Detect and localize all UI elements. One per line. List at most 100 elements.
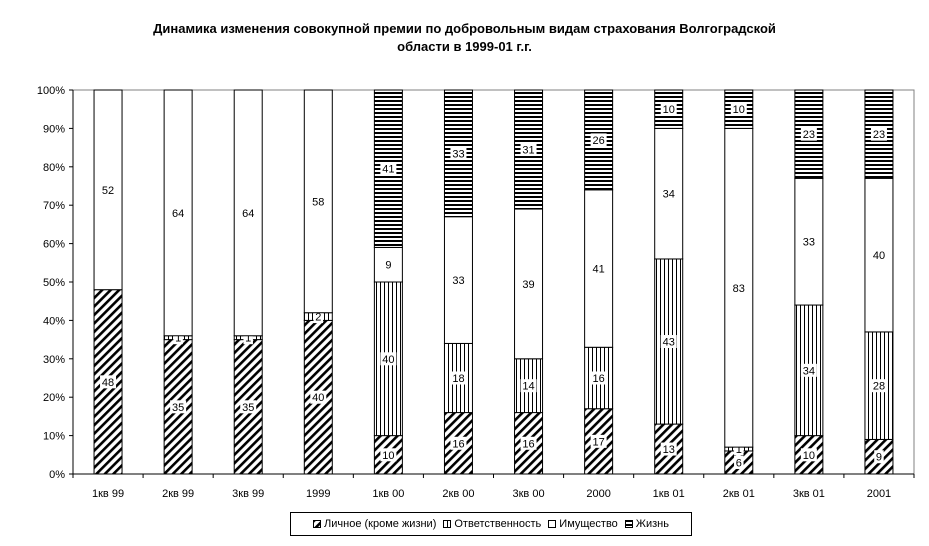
data-label: 41 <box>593 264 605 276</box>
legend-label: Личное (кроме жизни) <box>324 518 437 530</box>
legend-swatch <box>548 520 557 528</box>
x-tick-label: 1кв 01 <box>653 488 685 500</box>
data-label: 23 <box>803 129 815 141</box>
data-label: 43 <box>663 337 675 349</box>
data-label: 14 <box>522 381 534 393</box>
data-label: 10 <box>382 450 394 462</box>
data-label-bg <box>240 400 257 414</box>
data-label-bg <box>450 436 467 450</box>
data-label-bg <box>520 143 537 157</box>
data-label-bg <box>660 187 677 201</box>
data-label-bg <box>310 194 327 208</box>
data-label: 2 <box>315 312 321 324</box>
x-tick-label: 2000 <box>586 488 610 500</box>
data-label: 40 <box>382 354 394 366</box>
x-tick-label: 3кв 01 <box>793 488 825 500</box>
data-label-bg <box>660 442 677 456</box>
legend-swatch <box>313 520 322 528</box>
legend-label: Ответственность <box>454 518 542 530</box>
data-label: 64 <box>242 208 254 220</box>
legend-label: Жизнь <box>635 518 669 530</box>
x-tick-label: 2кв 00 <box>442 488 474 500</box>
data-label: 52 <box>102 185 114 197</box>
y-tick-label: 100% <box>37 85 65 97</box>
y-tick-label: 30% <box>43 354 65 366</box>
data-label: 39 <box>522 279 534 291</box>
legend-item: Личное (кроме жизни) <box>313 518 436 530</box>
data-label: 64 <box>172 208 184 220</box>
data-label-bg <box>870 379 887 393</box>
y-tick-label: 40% <box>43 315 65 327</box>
data-label: 33 <box>452 148 464 160</box>
data-label: 31 <box>522 145 534 157</box>
data-label-bg <box>100 183 117 197</box>
data-label: 10 <box>803 450 815 462</box>
data-label: 1 <box>175 333 181 345</box>
data-label: 9 <box>876 452 882 464</box>
data-label-bg <box>173 331 183 345</box>
x-tick-label: 1кв 99 <box>92 488 124 500</box>
bar-segment <box>373 435 403 475</box>
data-label-bg <box>870 248 887 262</box>
data-label: 6 <box>736 457 742 469</box>
legend-swatch <box>443 520 452 528</box>
data-label: 16 <box>522 438 534 450</box>
x-tick-label: 1кв 00 <box>372 488 404 500</box>
data-label-bg <box>310 390 327 404</box>
data-label: 40 <box>873 250 885 262</box>
data-label: 33 <box>452 275 464 287</box>
y-tick-label: 60% <box>43 239 65 251</box>
data-label-bg <box>590 133 607 147</box>
data-label-bg <box>590 262 607 276</box>
data-label: 34 <box>663 189 675 201</box>
chart-title-line-1: Динамика изменения совокупной премии по … <box>153 21 776 36</box>
x-tick-label: 3кв 99 <box>232 488 264 500</box>
data-label: 28 <box>873 381 885 393</box>
data-label-bg <box>450 371 467 385</box>
legend-swatch-rect <box>624 520 633 528</box>
data-label: 34 <box>803 365 815 377</box>
legend-swatch-rect <box>443 520 452 528</box>
data-label: 33 <box>803 237 815 249</box>
data-label-bg <box>380 162 397 176</box>
y-tick-label: 70% <box>43 200 65 212</box>
y-tick-label: 20% <box>43 392 65 404</box>
chart-title-line-2: области в 1999-01 г.г. <box>397 39 532 54</box>
data-label: 83 <box>733 283 745 295</box>
data-label-bg <box>874 450 884 464</box>
data-label-bg <box>870 127 887 141</box>
data-label-bg <box>730 102 747 116</box>
data-label: 35 <box>172 402 184 414</box>
chart-title: Динамика изменения совокупной премии по … <box>0 20 929 56</box>
x-tick-label: 2кв 99 <box>162 488 194 500</box>
data-label: 40 <box>312 392 324 404</box>
legend-label: Имущество <box>559 518 618 530</box>
data-label: 35 <box>242 402 254 414</box>
data-label-bg <box>100 375 117 389</box>
data-label-bg <box>800 127 817 141</box>
data-label: 17 <box>593 436 605 448</box>
data-label: 10 <box>663 104 675 116</box>
x-tick-label: 1999 <box>306 488 330 500</box>
data-label-bg <box>520 277 537 291</box>
data-label-bg <box>243 331 253 345</box>
data-label: 41 <box>382 164 394 176</box>
data-label-bg <box>590 371 607 385</box>
y-tick-label: 80% <box>43 162 65 174</box>
x-tick-label: 2001 <box>867 488 891 500</box>
data-label-bg <box>520 379 537 393</box>
data-label-bg <box>450 273 467 287</box>
data-label-bg <box>590 434 607 448</box>
legend: Личное (кроме жизни) Ответственность Имуще… <box>290 512 692 536</box>
data-label-bg <box>660 102 677 116</box>
data-label-bg <box>170 206 187 220</box>
data-label-bg <box>520 436 537 450</box>
plot-area: 0% 10% 20% 30% 40% 50% 60% 70% 80% 90% 100% 1кв 99 2… <box>37 85 915 500</box>
data-label-bg <box>660 335 677 349</box>
data-label-bg <box>734 442 744 456</box>
data-label-bg <box>800 235 817 249</box>
data-label: 9 <box>385 260 391 272</box>
data-label-bg <box>383 258 394 272</box>
legend-item: Имущество <box>548 518 618 530</box>
